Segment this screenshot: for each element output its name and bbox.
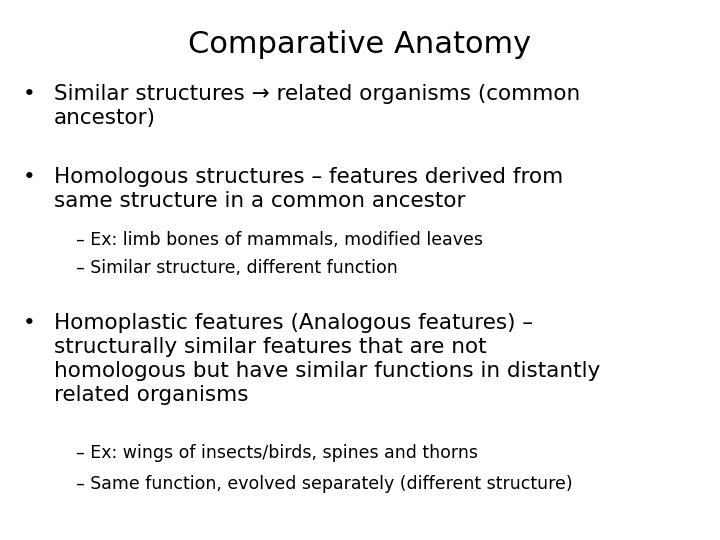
Text: Similar structures → related organisms (common
ancestor): Similar structures → related organisms (… — [54, 84, 580, 127]
Text: – Ex: limb bones of mammals, modified leaves: – Ex: limb bones of mammals, modified le… — [76, 231, 482, 249]
Text: •: • — [22, 167, 35, 187]
Text: •: • — [22, 84, 35, 104]
Text: •: • — [22, 313, 35, 333]
Text: Homoplastic features (Analogous features) –
structurally similar features that a: Homoplastic features (Analogous features… — [54, 313, 600, 405]
Text: – Ex: wings of insects/birds, spines and thorns: – Ex: wings of insects/birds, spines and… — [76, 444, 477, 462]
Text: – Same function, evolved separately (different structure): – Same function, evolved separately (dif… — [76, 475, 572, 493]
Text: Homologous structures – features derived from
same structure in a common ancesto: Homologous structures – features derived… — [54, 167, 563, 211]
Text: – Similar structure, different function: – Similar structure, different function — [76, 259, 397, 277]
Text: Comparative Anatomy: Comparative Anatomy — [189, 30, 531, 59]
